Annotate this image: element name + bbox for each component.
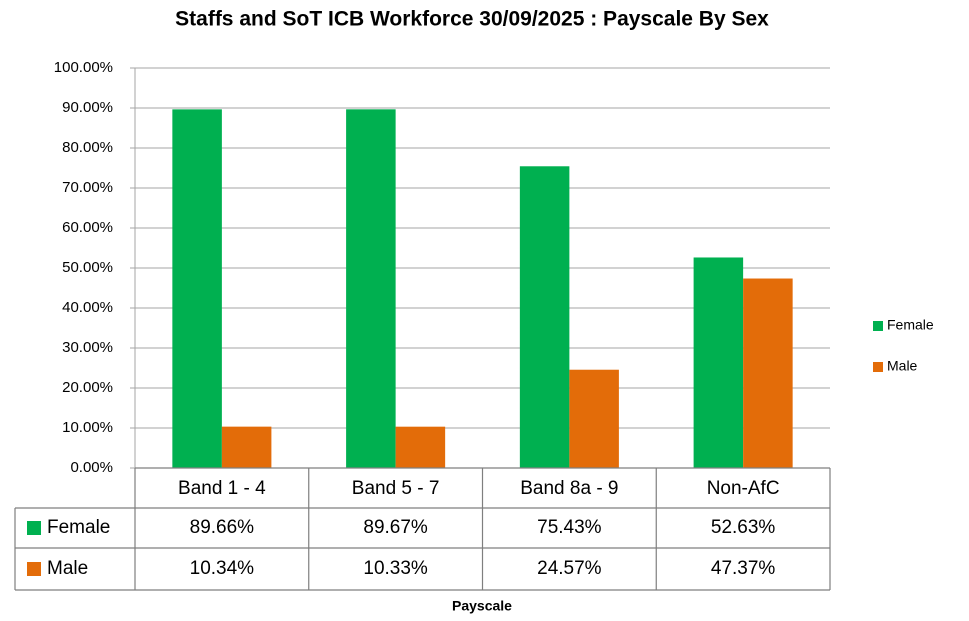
chart-title: Staffs and SoT ICB Workforce 30/09/2025 … — [175, 8, 769, 31]
table-legend-swatch — [27, 562, 41, 576]
x-axis-label: Payscale — [452, 598, 512, 614]
x-tick-label: Band 1 - 4 — [178, 478, 266, 499]
table-cell: 89.67% — [363, 517, 428, 538]
table-cell: 89.66% — [190, 517, 255, 538]
y-tick-label: 20.00% — [62, 379, 113, 396]
legend-label: Female — [887, 317, 934, 333]
y-tick-label: 30.00% — [62, 339, 113, 356]
bar — [221, 426, 272, 468]
bar — [172, 109, 222, 469]
y-tick-label: 10.00% — [62, 419, 113, 436]
legend-swatch — [873, 362, 883, 372]
table-cell: 47.37% — [711, 558, 776, 579]
table-legend-swatch — [27, 521, 41, 535]
legend-label: Male — [887, 358, 918, 374]
x-tick-label: Band 5 - 7 — [352, 478, 440, 499]
table-cell: 24.57% — [537, 558, 602, 579]
y-tick-label: 40.00% — [62, 299, 113, 316]
y-tick-label: 80.00% — [62, 139, 113, 156]
y-tick-label: 100.00% — [54, 59, 113, 76]
table-cell: 10.33% — [363, 558, 428, 579]
x-tick-label: Band 8a - 9 — [520, 478, 618, 499]
y-tick-label: 50.00% — [62, 259, 113, 276]
y-tick-label: 60.00% — [62, 219, 113, 236]
table-row-header: Female — [47, 517, 110, 538]
table-cell: 52.63% — [711, 517, 776, 538]
x-tick-label: Non-AfC — [707, 478, 780, 499]
bar — [519, 166, 570, 468]
bar — [346, 109, 396, 468]
table-cell: 75.43% — [537, 517, 602, 538]
bar — [395, 426, 446, 468]
legend-swatch — [873, 321, 883, 331]
y-tick-label: 70.00% — [62, 179, 113, 196]
y-tick-label: 90.00% — [62, 99, 113, 116]
table-row-header: Male — [47, 558, 88, 579]
y-tick-label: 0.00% — [70, 459, 113, 476]
bar — [569, 369, 619, 468]
table-cell: 10.34% — [190, 558, 255, 579]
bar — [743, 278, 793, 468]
bar — [693, 257, 744, 468]
